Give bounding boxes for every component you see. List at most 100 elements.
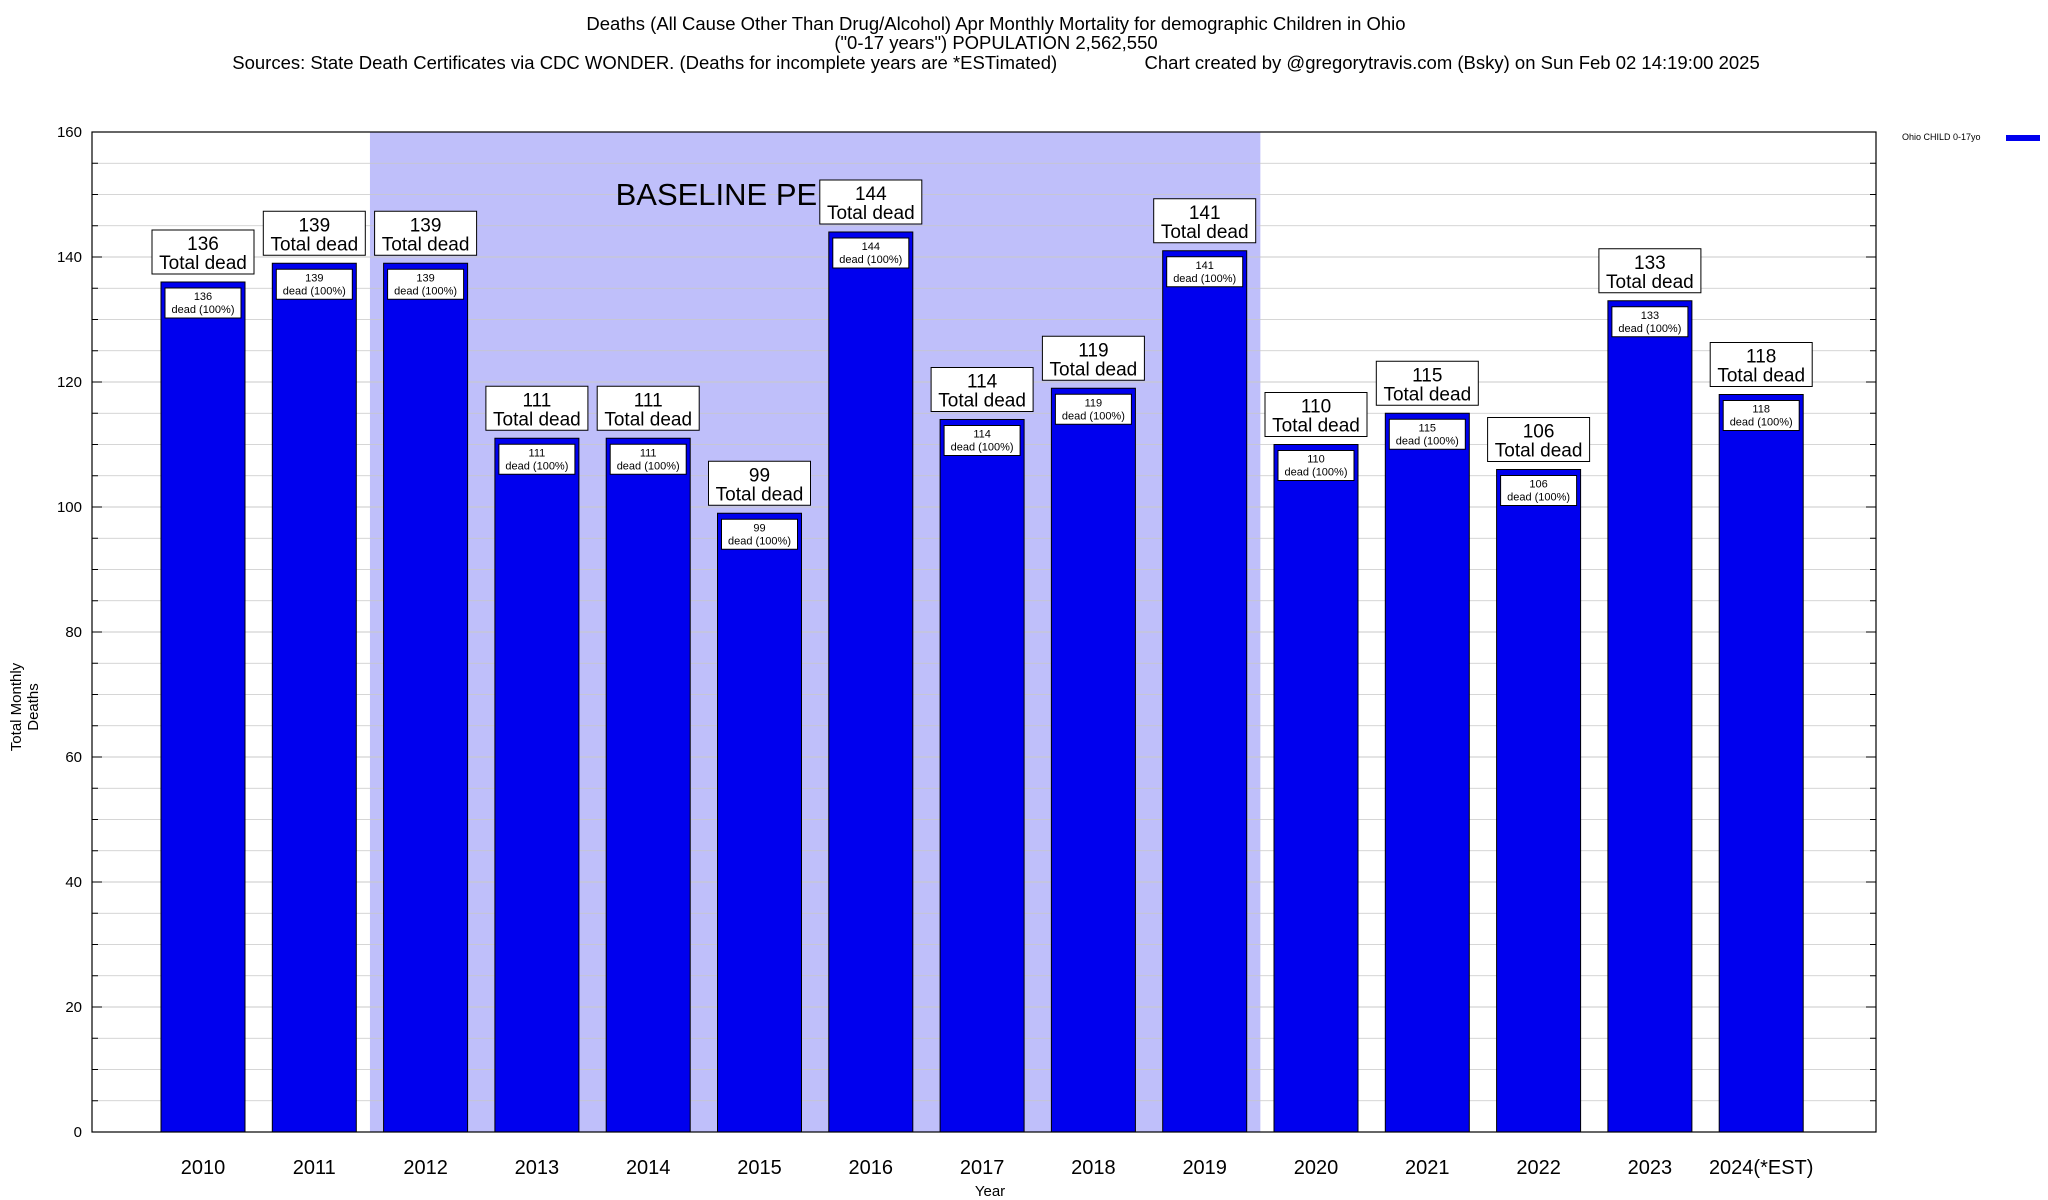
inner-value-label: 118 <box>1752 404 1770 416</box>
bar <box>1273 444 1359 1133</box>
bar <box>1718 394 1804 1133</box>
legend-label: Ohio CHILD 0-17yo <box>1902 132 1981 142</box>
inner-label-box <box>387 268 465 300</box>
total-label-box <box>151 229 255 275</box>
total-value-label: 139 <box>410 215 442 236</box>
bar <box>828 231 914 1133</box>
total-dead-label: Total dead <box>938 391 1026 412</box>
x-tick-label: 2016 <box>849 1157 894 1179</box>
total-value-label: 99 <box>749 465 770 486</box>
total-label-box <box>262 210 366 256</box>
inner-value-label: 115 <box>1419 422 1437 434</box>
total-dead-label: Total dead <box>1050 359 1138 380</box>
inner-label-box <box>832 237 910 269</box>
inner-label-box <box>1166 256 1244 288</box>
inner-label-box <box>1722 400 1800 431</box>
inner-label-box <box>1500 475 1578 506</box>
total-value-label: 136 <box>187 234 219 255</box>
y-tick-label: 60 <box>65 749 82 766</box>
total-dead-label: Total dead <box>270 234 358 255</box>
inner-value-label: 136 <box>194 291 212 303</box>
x-tick-label: 2012 <box>403 1157 448 1179</box>
inner-value-label: 111 <box>640 447 657 459</box>
inner-value-label: 144 <box>862 241 880 253</box>
total-value-label: 106 <box>1523 422 1555 443</box>
total-dead-label: Total dead <box>1495 441 1583 462</box>
inner-percent-label: dead (100%) <box>1618 323 1681 335</box>
inner-percent-label: dead (100%) <box>1062 410 1125 422</box>
inner-percent-label: dead (100%) <box>172 304 235 316</box>
total-value-label: 114 <box>967 372 998 393</box>
y-tick-label: 20 <box>65 999 82 1016</box>
total-label-box <box>1709 342 1813 387</box>
bar <box>605 437 691 1133</box>
x-tick-label: 2023 <box>1628 1157 1673 1179</box>
total-dead-label: Total dead <box>493 409 581 430</box>
inner-percent-label: dead (100%) <box>505 460 568 472</box>
x-tick-label: 2022 <box>1516 1157 1561 1179</box>
bar <box>494 437 580 1133</box>
bar <box>939 419 1025 1133</box>
total-label-box <box>1153 198 1257 244</box>
y-tick-label: 100 <box>57 499 82 516</box>
bar <box>160 281 246 1133</box>
inner-value-label: 139 <box>305 272 323 284</box>
total-dead-label: Total dead <box>1383 384 1471 405</box>
total-label-box <box>596 385 700 431</box>
legend-swatch <box>2006 135 2040 141</box>
total-value-label: 144 <box>855 184 887 205</box>
inner-percent-label: dead (100%) <box>728 535 791 547</box>
chart-source-line: Sources: State Death Certificates via CD… <box>232 52 1760 73</box>
inner-label-box <box>1611 306 1689 338</box>
x-tick-label: 2024(*EST) <box>1709 1157 1814 1179</box>
inner-value-label: 133 <box>1641 310 1659 322</box>
total-value-label: 119 <box>1078 340 1108 361</box>
plot-frame <box>91 131 1877 1133</box>
inner-value-label: 106 <box>1529 479 1547 491</box>
y-tick-label: 0 <box>74 1124 82 1141</box>
inner-value-label: 119 <box>1085 397 1103 409</box>
bar <box>1384 412 1470 1133</box>
total-value-label: 111 <box>522 390 551 411</box>
inner-percent-label: dead (100%) <box>951 442 1014 454</box>
bar <box>1162 250 1248 1133</box>
y-tick-label: 160 <box>57 124 82 141</box>
total-dead-label: Total dead <box>716 484 804 505</box>
x-tick-label: 2015 <box>737 1157 782 1179</box>
total-value-label: 111 <box>634 390 663 411</box>
inner-label-box <box>1277 450 1355 481</box>
inner-percent-label: dead (100%) <box>394 285 457 297</box>
total-label-box <box>374 210 478 256</box>
total-label-box <box>1264 392 1368 437</box>
total-dead-label: Total dead <box>604 409 692 430</box>
chart-title: Deaths (All Cause Other Than Drug/Alcoho… <box>586 13 1406 34</box>
total-value-label: 118 <box>1746 347 1776 368</box>
inner-value-label: 110 <box>1307 454 1325 466</box>
inner-label-box <box>943 425 1021 456</box>
inner-label-box <box>1388 418 1466 450</box>
inner-label-box <box>275 268 353 300</box>
total-value-label: 133 <box>1634 253 1666 274</box>
total-label-box <box>1375 360 1479 406</box>
y-tick-label: 40 <box>65 874 82 891</box>
x-tick-label: 2010 <box>181 1157 226 1179</box>
inner-percent-label: dead (100%) <box>1285 467 1348 479</box>
total-label-box <box>708 460 811 506</box>
inner-value-label: 114 <box>973 429 991 441</box>
inner-percent-label: dead (100%) <box>617 460 680 472</box>
chart-subtitle: ("0-17 years") POPULATION 2,562,550 <box>834 32 1158 53</box>
inner-value-label: 141 <box>1196 260 1214 272</box>
x-tick-label: 2020 <box>1294 1157 1339 1179</box>
total-dead-label: Total dead <box>382 234 470 255</box>
inner-label-box <box>609 443 687 475</box>
inner-label-box <box>164 287 242 319</box>
inner-percent-label: dead (100%) <box>839 254 902 266</box>
x-tick-label: 2017 <box>960 1157 1005 1179</box>
total-dead-label: Total dead <box>1161 222 1249 243</box>
total-dead-label: Total dead <box>1606 272 1694 293</box>
total-value-label: 139 <box>298 215 330 236</box>
x-tick-label: 2019 <box>1182 1157 1227 1179</box>
bar <box>271 262 357 1133</box>
inner-percent-label: dead (100%) <box>1730 417 1793 429</box>
